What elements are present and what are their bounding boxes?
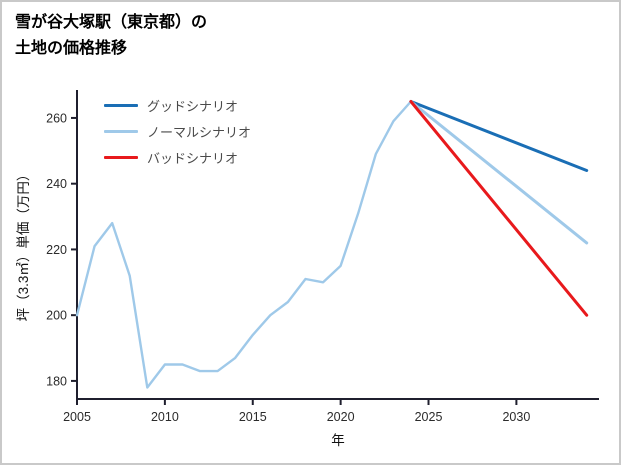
chart-title: 雪が谷大塚駅（東京都）の 土地の価格推移	[15, 10, 207, 63]
x-axis-title: 年	[331, 433, 345, 448]
x-tick-label: 2020	[327, 410, 355, 424]
x-tick-label: 2010	[151, 410, 179, 424]
x-tick-label: 2015	[239, 410, 267, 424]
x-tick-label: 2030	[502, 410, 530, 424]
x-tick-label: 2005	[63, 410, 91, 424]
legend-item-good: グッドシナリオ	[104, 92, 251, 118]
chart-title-line2: 土地の価格推移	[15, 40, 128, 58]
y-tick-label: 200	[46, 309, 67, 323]
x-tick-label: 2025	[415, 410, 443, 424]
legend-label-normal: ノーマルシナリオ	[147, 124, 252, 140]
y-tick-label: 220	[46, 243, 67, 257]
series-line-bad	[409, 100, 589, 317]
y-tick-label: 240	[46, 177, 67, 191]
y-axis-title: 坪（3.3㎡）単価（万円）	[16, 168, 31, 322]
y-tick-label: 180	[46, 374, 67, 388]
series-line-history	[75, 100, 413, 389]
legend-swatch-normal	[104, 129, 138, 133]
chart-legend: グッドシナリオ ノーマルシナリオ バッドシナリオ	[104, 92, 251, 170]
legend-label-good: グッドシナリオ	[147, 98, 239, 114]
legend-item-bad: バッドシナリオ	[104, 144, 251, 170]
series-line-good	[409, 100, 589, 172]
legend-label-bad: バッドシナリオ	[147, 150, 239, 166]
legend-item-normal: ノーマルシナリオ	[104, 118, 251, 144]
series-line-normal	[409, 100, 589, 245]
legend-swatch-bad	[104, 155, 138, 159]
legend-swatch-good	[104, 103, 138, 107]
chart-title-line1: 雪が谷大塚駅（東京都）の	[15, 14, 208, 31]
y-tick-label: 260	[46, 111, 67, 125]
